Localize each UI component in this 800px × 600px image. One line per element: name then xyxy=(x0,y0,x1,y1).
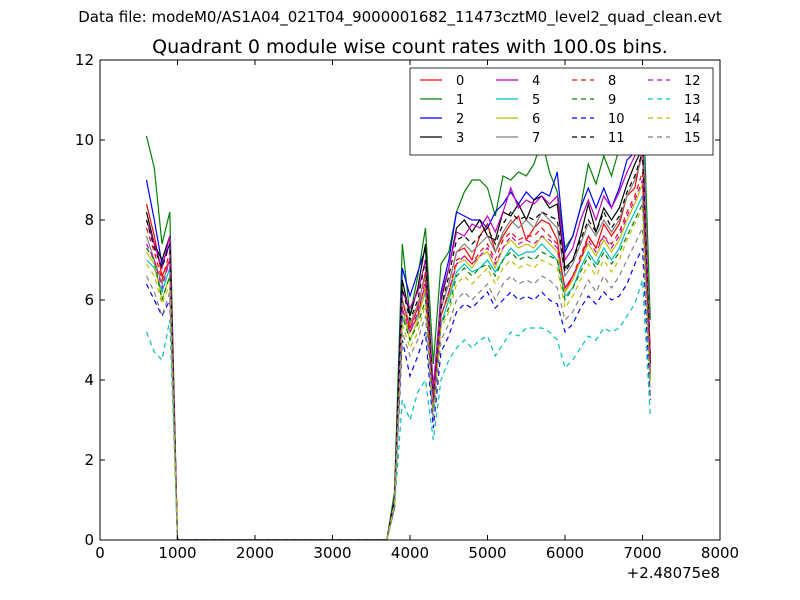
x-tick-label: 1000 xyxy=(158,544,196,562)
x-tick-label: 0 xyxy=(95,544,105,562)
series-line-14 xyxy=(145,207,651,540)
x-tick-label: 3000 xyxy=(313,544,351,562)
series-line-7 xyxy=(145,155,651,540)
axis-ticks: 0 1000 2000 3000 4000 5000 6000 7000 80000246810… xyxy=(75,51,739,562)
legend-label-8: 8 xyxy=(608,74,616,89)
y-tick-label: 6 xyxy=(84,291,94,309)
legend-label-1: 1 xyxy=(456,93,464,108)
series-line-12 xyxy=(145,179,651,540)
chart-title: Quadrant 0 module wise count rates with … xyxy=(152,36,668,58)
y-tick-label: 0 xyxy=(84,531,94,549)
x-tick-label: 6000 xyxy=(546,544,584,562)
x-tick-label: 2000 xyxy=(236,544,274,562)
series-line-11 xyxy=(145,151,651,540)
legend-label-14: 14 xyxy=(684,112,701,127)
legend-label-10: 10 xyxy=(608,112,625,127)
legend-label-11: 11 xyxy=(608,131,625,146)
y-tick-label: 4 xyxy=(84,371,94,389)
legend-label-5: 5 xyxy=(532,93,540,108)
x-tick-label: 5000 xyxy=(468,544,506,562)
series-line-3 xyxy=(145,147,651,540)
y-tick-label: 10 xyxy=(75,131,94,149)
series-line-4 xyxy=(145,131,651,540)
series-layer xyxy=(145,78,651,540)
legend-label-4: 4 xyxy=(532,74,540,89)
legend-label-7: 7 xyxy=(532,131,540,146)
y-tick-label: 12 xyxy=(75,51,94,69)
legend-frame xyxy=(409,67,714,156)
x-tick-label: 7000 xyxy=(623,544,661,562)
legend-label-13: 13 xyxy=(684,93,701,108)
legend-label-3: 3 xyxy=(456,131,464,146)
series-line-0 xyxy=(145,147,651,540)
legend-label-15: 15 xyxy=(684,131,701,146)
legend-label-6: 6 xyxy=(532,112,540,127)
figure-suptitle: Data file: modeM0/AS1A04_021T04_90000016… xyxy=(78,8,722,26)
x-axis-offset-label: +2.48075e8 xyxy=(627,564,720,582)
legend-label-12: 12 xyxy=(684,74,701,89)
x-tick-label: 4000 xyxy=(391,544,429,562)
legend-label-0: 0 xyxy=(456,74,464,89)
series-line-15 xyxy=(145,227,651,540)
x-tick-label: 8000 xyxy=(701,544,739,562)
legend-label-2: 2 xyxy=(456,112,464,127)
series-line-1 xyxy=(145,78,651,540)
series-line-2 xyxy=(145,127,651,540)
y-tick-label: 2 xyxy=(84,451,94,469)
legend-label-9: 9 xyxy=(608,93,616,108)
y-tick-label: 8 xyxy=(84,211,94,229)
